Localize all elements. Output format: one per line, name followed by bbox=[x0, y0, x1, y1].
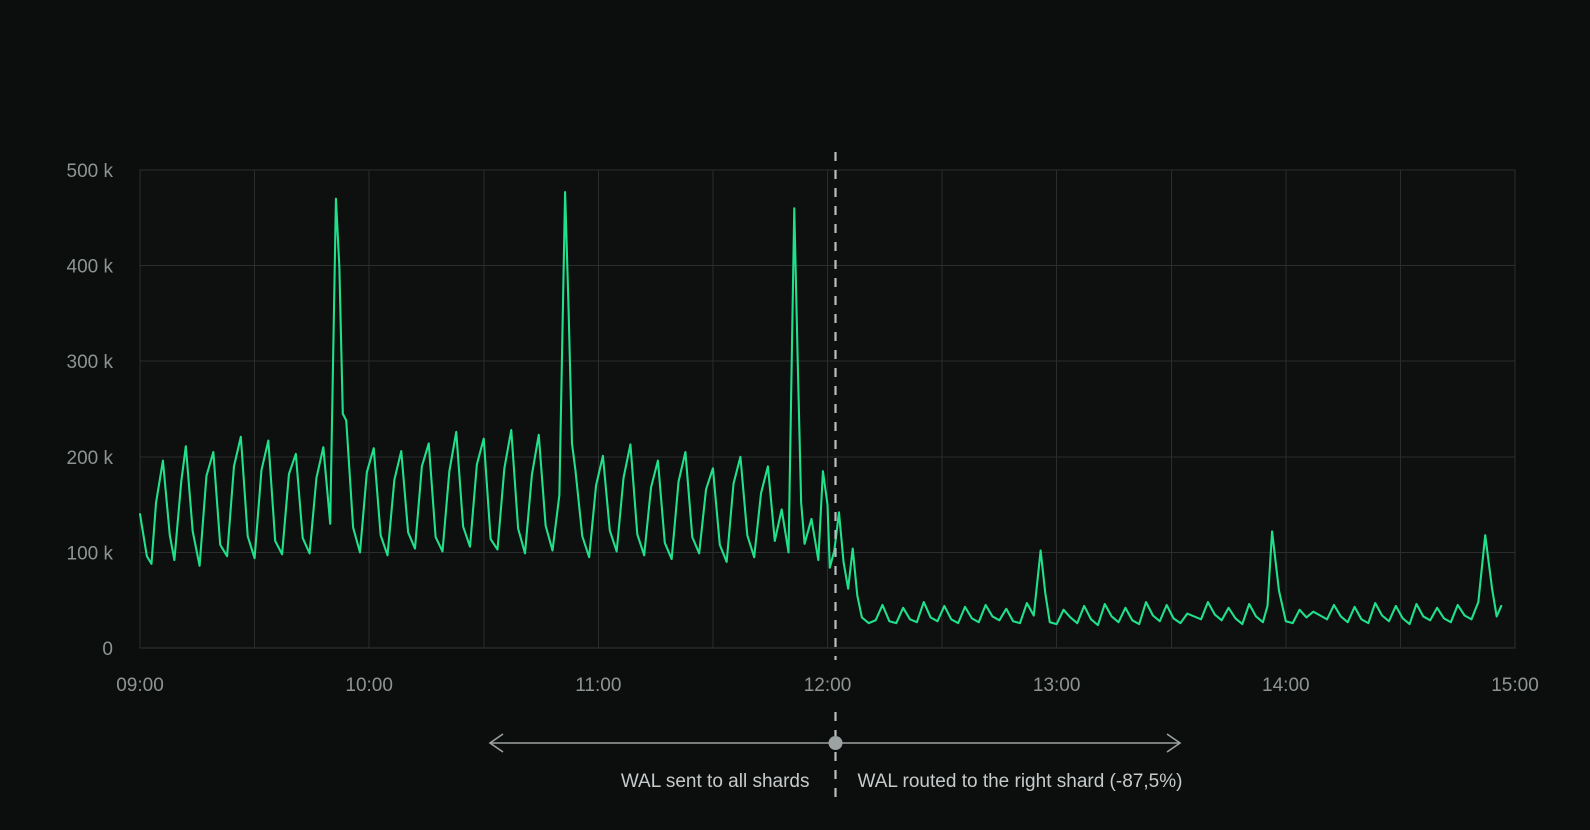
annotation-label-right: WAL routed to the right shard (-87,5%) bbox=[858, 771, 1183, 792]
x-axis-tick-label: 11:00 bbox=[575, 675, 621, 696]
grid-lines bbox=[139, 169, 1516, 648]
annotation-center-dot bbox=[828, 736, 843, 750]
y-axis-tick-label: 200 k bbox=[67, 448, 114, 469]
y-axis-tick-label: 400 k bbox=[67, 257, 114, 278]
x-axis-tick-label: 09:00 bbox=[116, 675, 164, 696]
y-axis-tick-label: 100 k bbox=[67, 543, 114, 564]
series-line-wal-records bbox=[138, 190, 1503, 627]
y-axis-labels: 0 100 k 200 k 300 k 400 k 500 k bbox=[67, 161, 114, 660]
y-axis-tick-label: 0 bbox=[102, 639, 113, 660]
x-axis-tick-label: 14:00 bbox=[1262, 675, 1310, 696]
y-axis-tick-label: 300 k bbox=[67, 352, 114, 373]
x-axis-tick-label: 12:00 bbox=[804, 675, 852, 696]
arrow-right-icon bbox=[1166, 733, 1182, 753]
y-axis-tick-label: 500 k bbox=[67, 161, 114, 182]
arrow-left-icon bbox=[488, 733, 504, 753]
x-axis-tick-label: 15:00 bbox=[1491, 675, 1539, 696]
annotation-arrows bbox=[488, 712, 1182, 800]
annotation-label-left: WAL sent to all shards bbox=[621, 771, 810, 792]
x-axis-tick-label: 10:00 bbox=[345, 675, 393, 696]
x-axis-labels: 09:00 10:00 11:00 12:00 13:00 14:00 15:00 bbox=[116, 675, 1539, 696]
x-axis-tick-label: 13:00 bbox=[1033, 675, 1081, 696]
